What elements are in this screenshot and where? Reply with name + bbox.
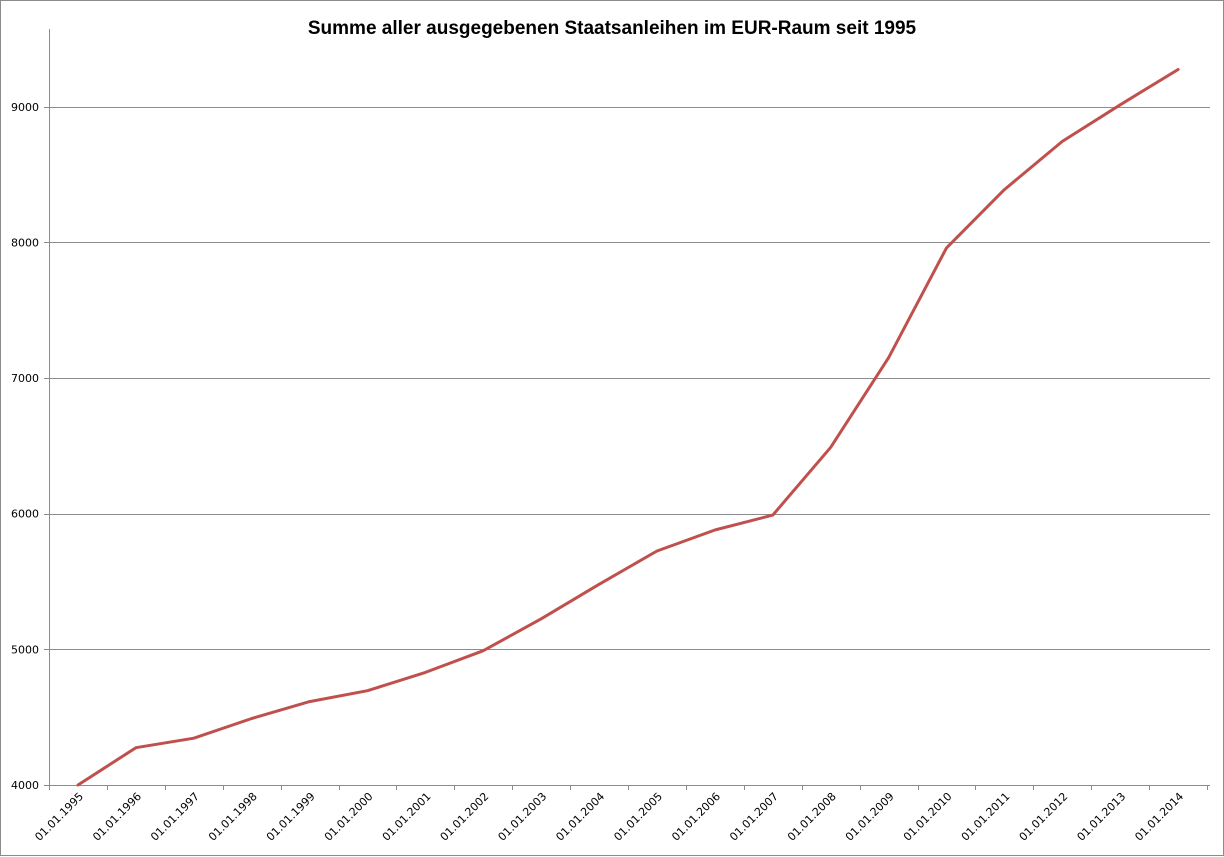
x-tick-label: 01.01.1996 bbox=[90, 790, 144, 844]
x-tick-label: 01.01.2011 bbox=[959, 790, 1013, 844]
x-tick-label: 01.01.2000 bbox=[322, 790, 376, 844]
x-tick-label: 01.01.2012 bbox=[1017, 790, 1071, 844]
y-axis-tick-labels: 4000 5000 6000 7000 8000 9000 bbox=[11, 101, 39, 792]
x-tick-label: 01.01.2010 bbox=[901, 790, 955, 844]
y-tick-label: 7000 bbox=[11, 372, 39, 385]
x-tick-label: 01.01.2002 bbox=[438, 790, 492, 844]
x-tick-label: 01.01.2004 bbox=[553, 790, 607, 844]
x-tick-label: 01.01.2014 bbox=[1132, 790, 1186, 844]
x-tick-label: 01.01.1999 bbox=[264, 790, 318, 844]
y-tick-label: 6000 bbox=[11, 508, 39, 521]
x-tick-label: 01.01.2007 bbox=[727, 790, 781, 844]
x-tick-label: 01.01.1997 bbox=[148, 790, 202, 844]
gridlines bbox=[49, 107, 1210, 650]
chart-title: Summe aller ausgegebenen Staatsanleihen … bbox=[308, 18, 917, 39]
y-tick-label: 9000 bbox=[11, 101, 39, 114]
y-tick-label: 5000 bbox=[11, 643, 39, 656]
x-tick-label: 01.01.2005 bbox=[611, 790, 665, 844]
x-tick-label: 01.01.2003 bbox=[496, 790, 550, 844]
series-layer bbox=[76, 68, 1180, 787]
x-tick-label: 01.01.2009 bbox=[843, 790, 897, 844]
x-tick-label: 01.01.1995 bbox=[32, 790, 86, 844]
series-line-0 bbox=[76, 68, 1180, 787]
axes bbox=[44, 29, 1210, 790]
x-tick-label: 01.01.2006 bbox=[669, 790, 723, 844]
x-tick-label: 01.01.2008 bbox=[785, 790, 839, 844]
x-axis-tick-labels: 01.01.1995 01.01.1996 01.01.1997 01.01.1998… bbox=[32, 790, 1186, 844]
y-tick-label: 4000 bbox=[11, 779, 39, 792]
x-tick-label: 01.01.1998 bbox=[206, 790, 260, 844]
x-tick-label: 01.01.2001 bbox=[380, 790, 434, 844]
y-tick-label: 8000 bbox=[11, 236, 39, 249]
x-tick-label: 01.01.2013 bbox=[1075, 790, 1129, 844]
